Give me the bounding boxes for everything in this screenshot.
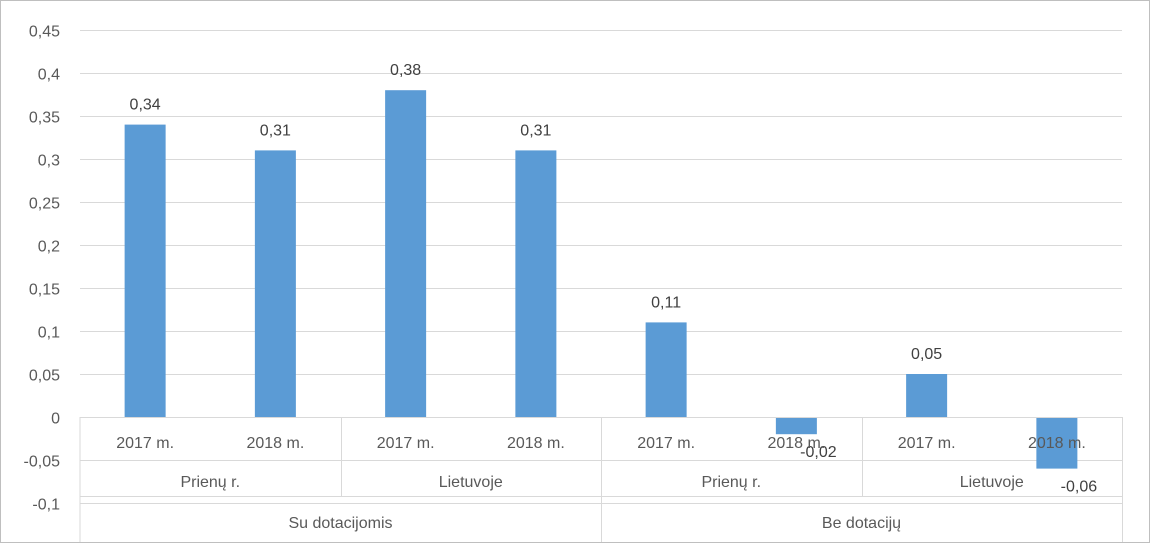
y-tick-label: -0,05 <box>24 454 61 471</box>
data-label: -0,02 <box>800 444 837 461</box>
data-label: 0,38 <box>390 62 421 79</box>
data-label: 0,34 <box>130 97 161 114</box>
y-tick-label: 0 <box>51 411 60 428</box>
bar <box>385 90 427 417</box>
y-tick-label: 0,15 <box>29 282 60 299</box>
y-tick-label: 0,3 <box>38 153 60 170</box>
bar <box>124 124 166 417</box>
bar <box>1036 417 1078 469</box>
subgroup-label: Lietuvoje <box>960 474 1024 491</box>
data-label: 0,31 <box>260 122 291 139</box>
category-label: 2018 m. <box>246 435 304 452</box>
category-label: 2017 m. <box>637 435 695 452</box>
y-tick-label: 0,4 <box>38 67 60 84</box>
y-tick-label: -0,1 <box>32 497 60 514</box>
data-label: -0,06 <box>1061 479 1098 496</box>
bar <box>645 322 687 417</box>
data-label: 0,05 <box>911 346 942 363</box>
group-label: Su dotacijomis <box>288 515 392 532</box>
bar <box>515 150 557 417</box>
y-tick-label: 0,35 <box>29 110 60 127</box>
category-label: 2018 m. <box>767 435 825 452</box>
y-tick-label: 0,25 <box>29 196 60 213</box>
y-tick-label: 0,2 <box>38 239 60 256</box>
y-tick-label: 0,1 <box>38 325 60 342</box>
bar <box>775 417 817 435</box>
category-label: 2017 m. <box>898 435 956 452</box>
subgroup-label: Prienų r. <box>180 474 240 491</box>
category-label: 2017 m. <box>116 435 174 452</box>
bar <box>254 150 296 417</box>
group-label: Be dotacijų <box>822 515 901 532</box>
y-tick-label: 0,45 <box>29 24 60 41</box>
category-label: 2018 m. <box>1028 435 1086 452</box>
category-label: 2017 m. <box>377 435 435 452</box>
y-tick-label: 0,05 <box>29 368 60 385</box>
bar <box>906 374 948 417</box>
subgroup-label: Lietuvoje <box>439 474 503 491</box>
category-label: 2018 m. <box>507 435 565 452</box>
subgroup-label: Prienų r. <box>701 474 761 491</box>
data-label: 0,31 <box>520 122 551 139</box>
data-label: 0,11 <box>651 294 681 311</box>
